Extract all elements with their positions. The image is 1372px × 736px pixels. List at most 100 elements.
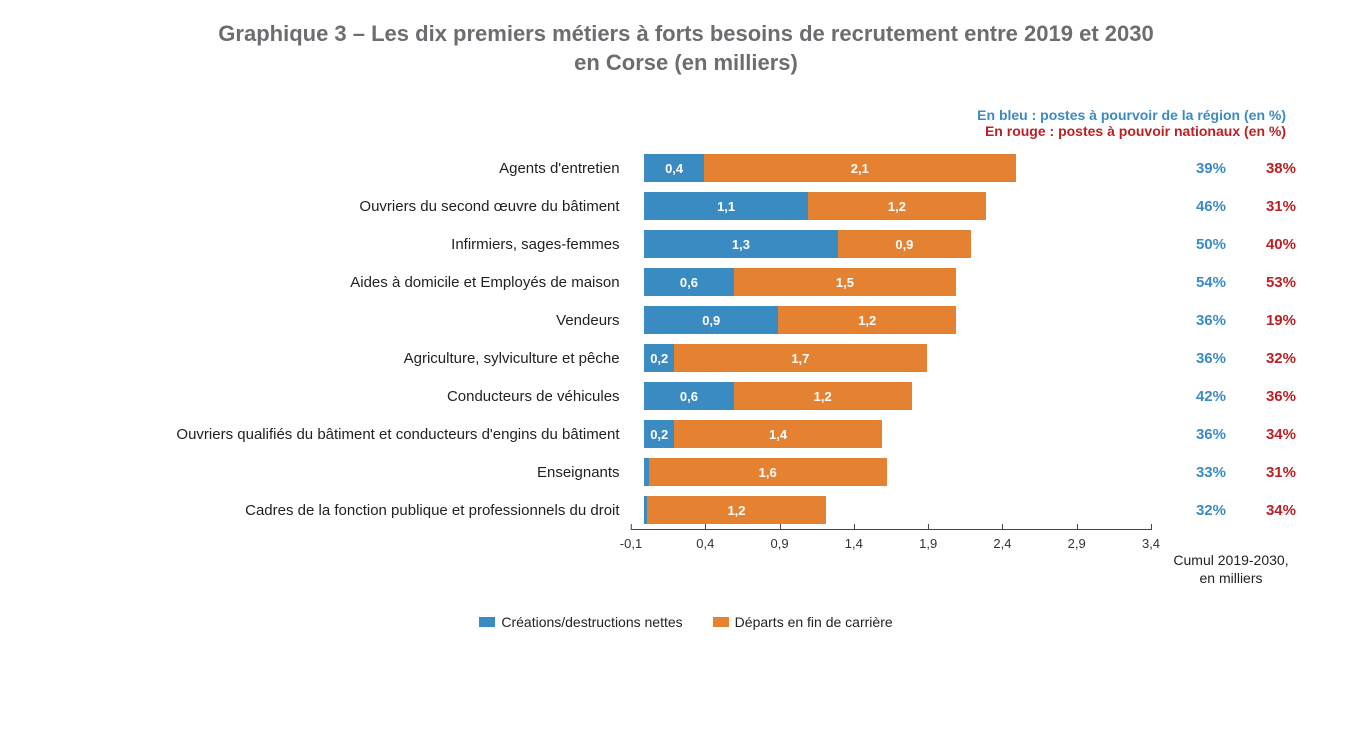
- pct-national: 34%: [1252, 426, 1296, 443]
- pct-cell: 50% 40%: [1139, 236, 1316, 253]
- plot-cell: 0,91,2: [630, 301, 1140, 339]
- bar-segment-blue: 1,3: [644, 230, 837, 258]
- pct-region: 39%: [1182, 160, 1226, 177]
- bar: 1,11,2: [644, 192, 986, 220]
- bar: 0,21,4: [644, 420, 882, 448]
- plot-cell: 0,21,4: [630, 415, 1140, 453]
- bar: 0,61,5: [644, 268, 956, 296]
- chart-row: Aides à domicile et Employés de maison 0,…: [56, 263, 1316, 301]
- plot-cell: 1,6: [630, 453, 1140, 491]
- pct-region: 33%: [1182, 464, 1226, 481]
- pct-national: 38%: [1252, 160, 1296, 177]
- bar: 0,21,7: [644, 344, 926, 372]
- plot-cell: 0,61,2: [630, 377, 1140, 415]
- chart-notes: En bleu : postes à pourvoir de la région…: [56, 107, 1316, 139]
- title-line2: en Corse (en milliers): [574, 50, 798, 75]
- pct-region: 36%: [1182, 350, 1226, 367]
- plot-cell: 1,11,2: [630, 187, 1140, 225]
- plot-cell: 0,61,5: [630, 263, 1140, 301]
- category-label: Vendeurs: [56, 312, 630, 329]
- pct-national: 19%: [1252, 312, 1296, 329]
- category-label: Enseignants: [56, 464, 630, 481]
- bar-segment-blue: 1,1: [644, 192, 807, 220]
- bar-segment-orange: 1,5: [734, 268, 957, 296]
- pct-cell: 36% 32%: [1139, 350, 1316, 367]
- legend-swatch-blue: [479, 617, 495, 627]
- bar: 1,6: [644, 458, 886, 486]
- category-label: Aides à domicile et Employés de maison: [56, 274, 630, 291]
- title-line1: Graphique 3 – Les dix premiers métiers à…: [218, 21, 1153, 46]
- category-label: Cadres de la fonction publique et profes…: [56, 502, 630, 519]
- pct-cell: 36% 19%: [1139, 312, 1316, 329]
- bar-segment-orange: 1,2: [808, 192, 986, 220]
- pct-region: 54%: [1182, 274, 1226, 291]
- chart-container: En bleu : postes à pourvoir de la région…: [56, 107, 1316, 629]
- bar-segment-blue: 0,9: [644, 306, 778, 334]
- x-tick: 1,4: [845, 530, 863, 551]
- chart-row: Ouvriers qualifiés du bâtiment et conduc…: [56, 415, 1316, 453]
- note-blue: En bleu : postes à pourvoir de la région…: [56, 107, 1286, 123]
- plot-cell: 1,30,9: [630, 225, 1140, 263]
- pct-national: 31%: [1252, 464, 1296, 481]
- x-tick: 2,9: [1068, 530, 1086, 551]
- pct-region: 50%: [1182, 236, 1226, 253]
- chart-rows: Agents d'entretien 0,42,1 39% 38% Ouvriers d…: [56, 149, 1316, 529]
- pct-cell: 39% 38%: [1139, 160, 1316, 177]
- bar-segment-blue: 0,4: [644, 154, 703, 182]
- bar-segment-orange: 1,2: [778, 306, 956, 334]
- pct-national: 32%: [1252, 350, 1296, 367]
- bar: 0,61,2: [644, 382, 911, 410]
- pct-region: 46%: [1182, 198, 1226, 215]
- bar-segment-orange: 1,2: [647, 496, 825, 524]
- bar-segment-blue: 0,6: [644, 382, 733, 410]
- bar: 1,2: [644, 496, 825, 524]
- bar-segment-blue: 0,6: [644, 268, 733, 296]
- bar-segment-orange: 0,9: [838, 230, 972, 258]
- chart-row: Infirmiers, sages-femmes 1,30,9 50% 40%: [56, 225, 1316, 263]
- x-axis-plot: -0,10,40,91,41,92,42,93,4: [631, 529, 1151, 556]
- pct-region: 36%: [1182, 312, 1226, 329]
- pct-cell: 42%36%: [1139, 388, 1316, 405]
- category-label: Infirmiers, sages-femmes: [56, 236, 630, 253]
- chart-row: Cadres de la fonction publique et profes…: [56, 491, 1316, 529]
- x-tick: 3,4: [1142, 530, 1160, 551]
- bar-segment-orange: 2,1: [704, 154, 1016, 182]
- chart-row: Enseignants 1,6 33% 31%: [56, 453, 1316, 491]
- bar-segment-orange: 1,7: [674, 344, 927, 372]
- note-red: En rouge : postes à pouvoir nationaux (e…: [56, 123, 1286, 139]
- legend-label-orange: Départs en fin de carrière: [735, 614, 893, 630]
- pct-cell: 36% 34%: [1139, 426, 1316, 443]
- x-axis-label: Cumul 2019-2030, en milliers: [1151, 529, 1311, 587]
- chart-title: Graphique 3 – Les dix premiers métiers à…: [186, 20, 1186, 77]
- chart-row: Agriculture, sylviculture et pêche0,21,7…: [56, 339, 1316, 377]
- bar-segment-blue: 0,2: [644, 420, 674, 448]
- pct-national: 31%: [1252, 198, 1296, 215]
- chart-row: Conducteurs de véhicules 0,61,2 42%36%: [56, 377, 1316, 415]
- bar-segment-orange: 1,4: [674, 420, 882, 448]
- plot-cell: 0,21,7: [630, 339, 1140, 377]
- pct-national: 53%: [1252, 274, 1296, 291]
- category-label: Conducteurs de véhicules: [56, 388, 630, 405]
- legend-item-blue: Créations/destructions nettes: [479, 614, 682, 630]
- x-tick: -0,1: [620, 530, 642, 551]
- pct-national: 40%: [1252, 236, 1296, 253]
- legend-swatch-orange: [713, 617, 729, 627]
- pct-region: 36%: [1182, 426, 1226, 443]
- pct-cell: 54% 53%: [1139, 274, 1316, 291]
- bar-segment-orange: 1,2: [734, 382, 912, 410]
- category-label: Agents d'entretien: [56, 160, 630, 177]
- pct-national: 36%: [1252, 388, 1296, 405]
- x-tick: 0,4: [696, 530, 714, 551]
- pct-cell: 33% 31%: [1139, 464, 1316, 481]
- legend-item-orange: Départs en fin de carrière: [713, 614, 893, 630]
- bar-segment-orange: 1,6: [649, 458, 887, 486]
- category-label: Ouvriers du second œuvre du bâtiment: [56, 198, 630, 215]
- bar: 1,30,9: [644, 230, 971, 258]
- pct-cell: 46% 31%: [1139, 198, 1316, 215]
- category-label: Ouvriers qualifiés du bâtiment et conduc…: [56, 426, 630, 443]
- chart-row: Ouvriers du second œuvre du bâtiment 1,11…: [56, 187, 1316, 225]
- x-tick: 1,9: [919, 530, 937, 551]
- x-axis: -0,10,40,91,41,92,42,93,4 Cumul 2019-203…: [56, 529, 1316, 587]
- x-tick: 2,4: [993, 530, 1011, 551]
- bar: 0,91,2: [644, 306, 956, 334]
